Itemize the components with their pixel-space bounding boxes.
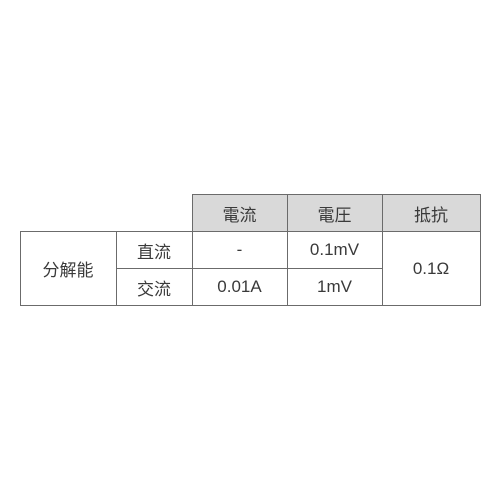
subrow-dc-label: 直流 [116, 232, 192, 269]
subrow-ac-label: 交流 [116, 269, 192, 306]
cell-dc-current: - [192, 232, 287, 269]
blank-header-cell [20, 195, 192, 232]
row-label-resolution: 分解能 [20, 232, 116, 306]
header-current: 電流 [192, 195, 287, 232]
header-row: 電流 電圧 抵抗 [20, 195, 480, 232]
header-resistance: 抵抗 [382, 195, 480, 232]
header-voltage: 電圧 [287, 195, 382, 232]
cell-dc-voltage: 0.1mV [287, 232, 382, 269]
table-container: 電流 電圧 抵抗 分解能 直流 - 0.1mV 0.1Ω 交流 0.01A 1m… [0, 0, 500, 500]
cell-resistance-value: 0.1Ω [382, 232, 480, 306]
cell-ac-voltage: 1mV [287, 269, 382, 306]
row-dc: 分解能 直流 - 0.1mV 0.1Ω [20, 232, 480, 269]
spec-table: 電流 電圧 抵抗 分解能 直流 - 0.1mV 0.1Ω 交流 0.01A 1m… [20, 194, 481, 306]
cell-ac-current: 0.01A [192, 269, 287, 306]
